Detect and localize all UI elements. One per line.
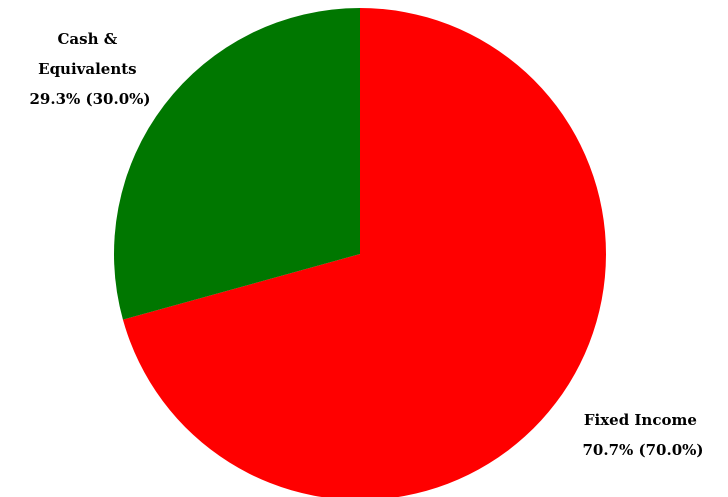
slice-label-cash-equivalents: Cash & Equivalents 29.3% (30.0%) — [30, 30, 151, 108]
slice-label-fixed-income-value: 70.7% (70.0%) — [583, 441, 704, 459]
pie-slice-cash-equivalents — [113, 8, 360, 320]
slice-label-cash-value: 29.3% (30.0%) — [30, 90, 151, 108]
pie-slices — [113, 8, 606, 497]
slice-label-fixed-income-line-1: Fixed Income — [584, 411, 697, 429]
slice-label-cash-line-2: Equivalents — [38, 60, 136, 78]
pie-slice-fixed-income — [122, 8, 606, 497]
slice-label-fixed-income: Fixed Income 70.7% (70.0%) — [583, 411, 704, 459]
slice-label-cash-line-1: Cash & — [57, 30, 117, 48]
